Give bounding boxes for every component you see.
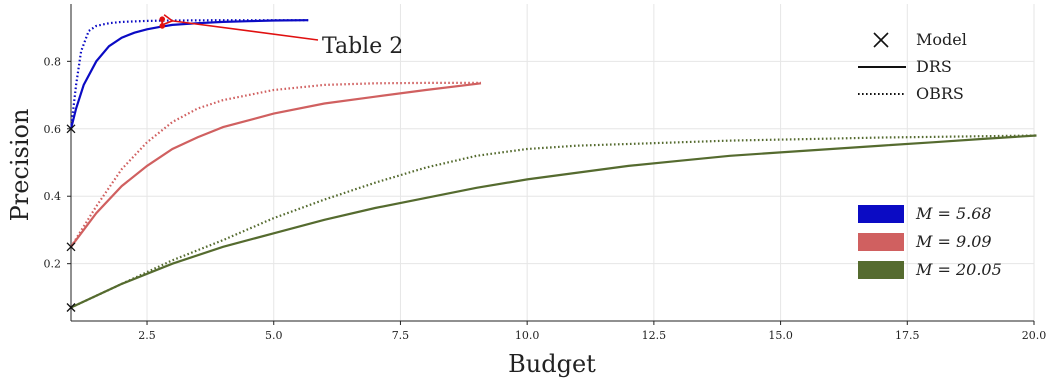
model-marker-2 <box>66 303 76 312</box>
legend-color-label: M = 5.68 <box>915 204 992 223</box>
y-axis-label: Precision <box>6 109 34 222</box>
legend-style-label: DRS <box>916 57 952 76</box>
legend-style-label: OBRS <box>916 84 964 103</box>
legend-style-drs: DRS <box>858 57 952 76</box>
legend-color-1: M = 9.09 <box>858 232 992 251</box>
drs-line-2 <box>70 134 1037 309</box>
drs-line-1 <box>70 82 482 248</box>
x-tick-label: 20.0 <box>1022 329 1047 342</box>
y-tick-label: 0.2 <box>44 258 62 271</box>
legend-swatch <box>858 261 904 279</box>
model-marker-1 <box>66 242 76 252</box>
legend-color-label: M = 9.09 <box>915 232 992 251</box>
x-tick-label: 10.0 <box>515 329 540 342</box>
obrs-line-1 <box>70 81 481 248</box>
legend-color-label: M = 20.05 <box>915 260 1002 279</box>
model-marker-0 <box>66 124 76 134</box>
drs-line-0 <box>69 19 309 130</box>
x-axis-label: Budget <box>508 350 596 378</box>
x-tick-label: 15.0 <box>768 329 793 342</box>
legend-swatch <box>858 233 904 251</box>
y-tick-label: 0.8 <box>44 55 62 68</box>
legend: Model DRS OBRS M = 5.68 M = 9.09 M = 20.05 <box>858 30 1002 279</box>
x-tick-label: 12.5 <box>642 329 667 342</box>
x-tick-label: 7.5 <box>392 329 410 342</box>
legend-color-0: M = 5.68 <box>858 204 992 223</box>
series <box>66 19 1037 312</box>
x-tick-label: 2.5 <box>138 329 156 342</box>
legend-color-2: M = 20.05 <box>858 260 1002 279</box>
axes: 2.5 5.0 7.5 10.0 12.5 15.0 17.5 20.0 0.2 0.4 0.6 0.… <box>44 4 1047 342</box>
annotation-label: Table 2 <box>322 34 403 59</box>
annotation-arrow <box>162 14 319 41</box>
x-tick-label: 5.0 <box>265 329 283 342</box>
x-tick-label: 17.5 <box>895 329 920 342</box>
legend-style-obrs: OBRS <box>858 84 964 103</box>
legend-swatch <box>858 205 904 223</box>
legend-style-model: Model <box>873 30 967 49</box>
annotation: Table 2 <box>159 14 403 59</box>
y-tick-label: 0.4 <box>44 190 62 203</box>
y-tick-label: 0.6 <box>44 123 62 136</box>
obrs-line-0 <box>69 19 309 129</box>
legend-style-label: Model <box>916 30 967 49</box>
